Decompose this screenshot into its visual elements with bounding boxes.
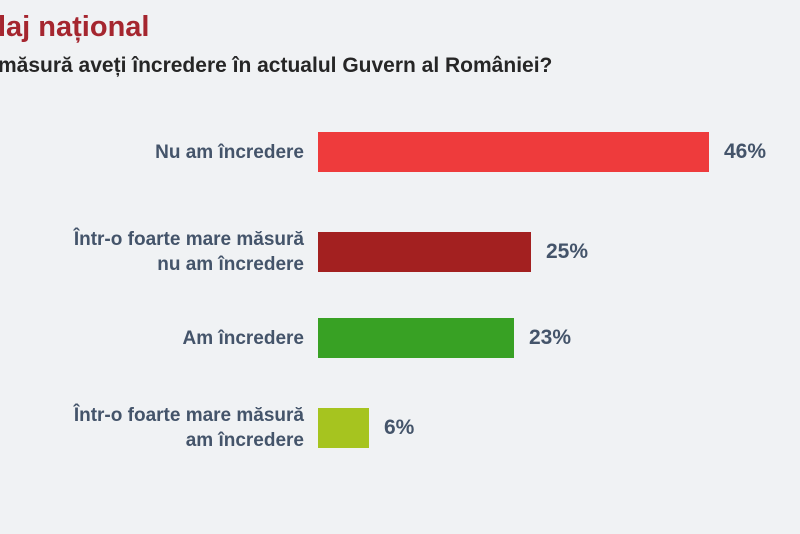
- bar: [318, 408, 369, 448]
- bar: [318, 232, 531, 272]
- chart-row: Nu am încredere 46%: [0, 112, 800, 192]
- category-label: Nu am încredere: [0, 140, 304, 165]
- category-label-line2: am încredere: [185, 430, 304, 451]
- chart-row: Am încredere 23%: [0, 298, 800, 378]
- bar: [318, 132, 709, 172]
- value-label: 25%: [546, 240, 589, 263]
- page-title: laj național: [0, 11, 150, 43]
- category-label: Am încredere: [0, 326, 304, 351]
- value-label: 23%: [529, 326, 572, 349]
- category-label-line1: Într-o foarte mare măsură: [73, 405, 304, 426]
- value-label: 46%: [724, 140, 767, 163]
- category-label-line1: Am încredere: [182, 327, 304, 349]
- category-label: Într-o foarte mare măsură nu am încreder…: [0, 227, 304, 277]
- chart-row: Într-o foarte mare măsură nu am încreder…: [0, 212, 800, 292]
- category-label-line1: Într-o foarte mare măsură: [73, 229, 304, 250]
- bar: [318, 318, 514, 358]
- chart-row: Într-o foarte mare măsură am încredere 6…: [0, 388, 800, 468]
- poll-question: măsură aveți încredere în actualul Guver…: [0, 54, 553, 77]
- value-label: 6%: [384, 416, 415, 439]
- category-label: Într-o foarte mare măsură am încredere: [0, 403, 304, 453]
- category-label-line1: Nu am încredere: [155, 141, 304, 163]
- category-label-line2: nu am încredere: [157, 254, 304, 275]
